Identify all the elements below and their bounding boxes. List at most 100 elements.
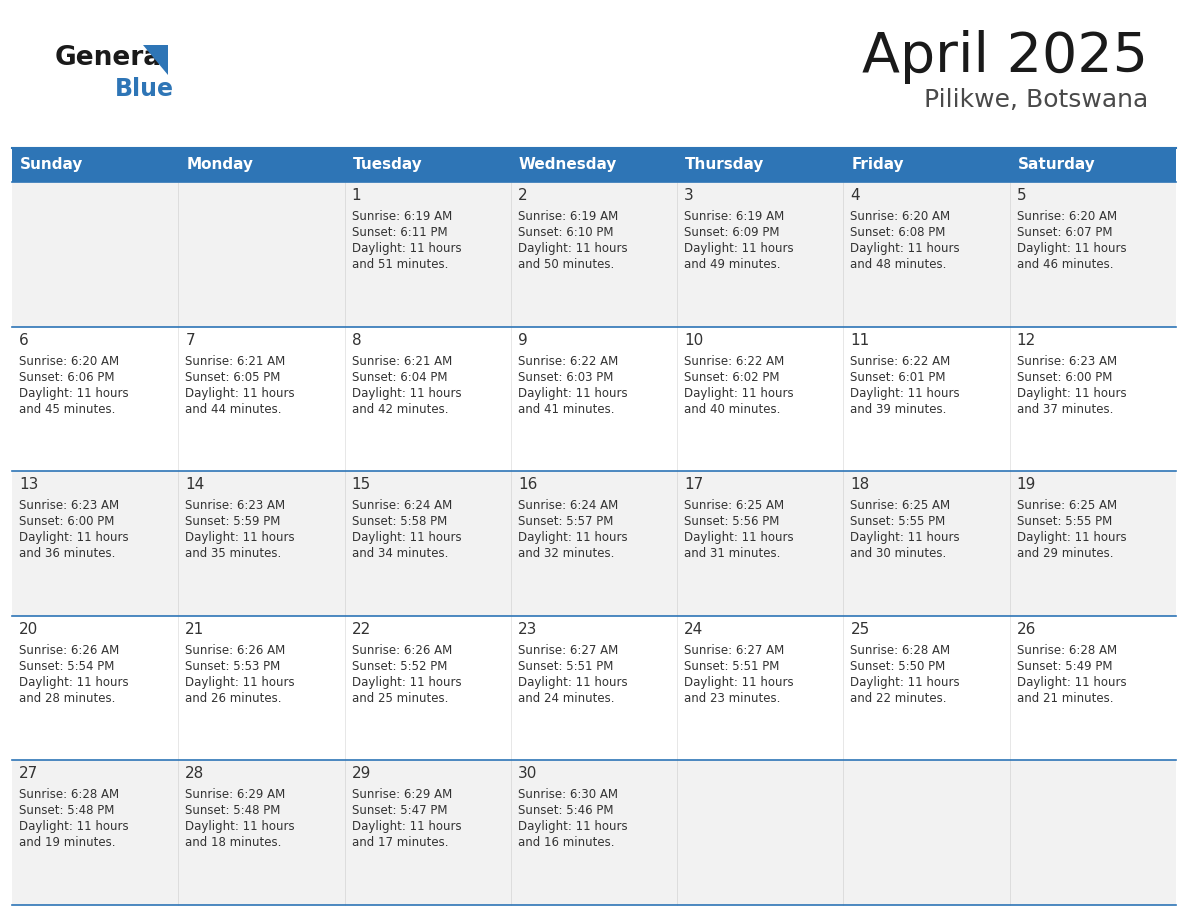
Text: 17: 17	[684, 477, 703, 492]
Text: and 22 minutes.: and 22 minutes.	[851, 692, 947, 705]
Text: 19: 19	[1017, 477, 1036, 492]
Text: Daylight: 11 hours: Daylight: 11 hours	[352, 532, 461, 544]
Text: and 24 minutes.: and 24 minutes.	[518, 692, 614, 705]
Text: 5: 5	[1017, 188, 1026, 203]
Text: Daylight: 11 hours: Daylight: 11 hours	[851, 532, 960, 544]
Text: and 50 minutes.: and 50 minutes.	[518, 258, 614, 271]
Text: and 18 minutes.: and 18 minutes.	[185, 836, 282, 849]
Text: Daylight: 11 hours: Daylight: 11 hours	[1017, 676, 1126, 688]
Text: 23: 23	[518, 621, 537, 637]
Text: Sunset: 5:47 PM: Sunset: 5:47 PM	[352, 804, 447, 817]
Text: Sunrise: 6:27 AM: Sunrise: 6:27 AM	[684, 644, 784, 656]
Bar	[12, 148, 1176, 182]
Text: Daylight: 11 hours: Daylight: 11 hours	[518, 821, 627, 834]
Text: and 45 minutes.: and 45 minutes.	[19, 403, 115, 416]
Text: and 36 minutes.: and 36 minutes.	[19, 547, 115, 560]
Text: Daylight: 11 hours: Daylight: 11 hours	[352, 386, 461, 399]
Text: Sunset: 5:52 PM: Sunset: 5:52 PM	[352, 660, 447, 673]
Text: and 41 minutes.: and 41 minutes.	[518, 403, 614, 416]
Text: and 23 minutes.: and 23 minutes.	[684, 692, 781, 705]
Text: Sunrise: 6:25 AM: Sunrise: 6:25 AM	[1017, 499, 1117, 512]
Text: Sunrise: 6:24 AM: Sunrise: 6:24 AM	[518, 499, 618, 512]
Text: and 51 minutes.: and 51 minutes.	[352, 258, 448, 271]
Text: Sunrise: 6:25 AM: Sunrise: 6:25 AM	[851, 499, 950, 512]
Text: 30: 30	[518, 767, 537, 781]
Text: Sunset: 5:58 PM: Sunset: 5:58 PM	[352, 515, 447, 528]
Text: Sunset: 5:59 PM: Sunset: 5:59 PM	[185, 515, 280, 528]
Text: Sunrise: 6:26 AM: Sunrise: 6:26 AM	[352, 644, 451, 656]
Text: April 2025: April 2025	[862, 30, 1148, 84]
Text: Daylight: 11 hours: Daylight: 11 hours	[684, 242, 794, 255]
Text: Daylight: 11 hours: Daylight: 11 hours	[1017, 532, 1126, 544]
Text: and 26 minutes.: and 26 minutes.	[185, 692, 282, 705]
Text: Sunset: 6:08 PM: Sunset: 6:08 PM	[851, 226, 946, 239]
Text: and 31 minutes.: and 31 minutes.	[684, 547, 781, 560]
Text: Daylight: 11 hours: Daylight: 11 hours	[851, 676, 960, 688]
Text: 26: 26	[1017, 621, 1036, 637]
Text: Sunrise: 6:19 AM: Sunrise: 6:19 AM	[518, 210, 618, 223]
Text: and 35 minutes.: and 35 minutes.	[185, 547, 282, 560]
Text: 24: 24	[684, 621, 703, 637]
Text: Sunrise: 6:21 AM: Sunrise: 6:21 AM	[352, 354, 451, 367]
Text: 9: 9	[518, 332, 527, 348]
Text: and 21 minutes.: and 21 minutes.	[1017, 692, 1113, 705]
Text: Sunset: 5:53 PM: Sunset: 5:53 PM	[185, 660, 280, 673]
Text: Sunrise: 6:22 AM: Sunrise: 6:22 AM	[851, 354, 950, 367]
Bar	[12, 616, 1176, 760]
Text: and 42 minutes.: and 42 minutes.	[352, 403, 448, 416]
Text: Daylight: 11 hours: Daylight: 11 hours	[185, 386, 295, 399]
Text: and 32 minutes.: and 32 minutes.	[518, 547, 614, 560]
Text: Blue: Blue	[115, 77, 173, 101]
Text: Sunset: 5:55 PM: Sunset: 5:55 PM	[1017, 515, 1112, 528]
Text: Daylight: 11 hours: Daylight: 11 hours	[352, 821, 461, 834]
Text: 2: 2	[518, 188, 527, 203]
Text: Friday: Friday	[852, 158, 904, 173]
Text: Daylight: 11 hours: Daylight: 11 hours	[19, 532, 128, 544]
Text: 15: 15	[352, 477, 371, 492]
Text: 3: 3	[684, 188, 694, 203]
Text: Sunrise: 6:26 AM: Sunrise: 6:26 AM	[185, 644, 285, 656]
Text: 12: 12	[1017, 332, 1036, 348]
Text: Sunrise: 6:25 AM: Sunrise: 6:25 AM	[684, 499, 784, 512]
Bar	[12, 182, 1176, 327]
Text: Monday: Monday	[187, 158, 253, 173]
Text: Sunrise: 6:27 AM: Sunrise: 6:27 AM	[518, 644, 618, 656]
Text: Sunset: 6:10 PM: Sunset: 6:10 PM	[518, 226, 613, 239]
Text: Sunset: 5:54 PM: Sunset: 5:54 PM	[19, 660, 114, 673]
Text: 18: 18	[851, 477, 870, 492]
Text: 29: 29	[352, 767, 371, 781]
Text: Sunrise: 6:20 AM: Sunrise: 6:20 AM	[851, 210, 950, 223]
Text: Saturday: Saturday	[1018, 158, 1095, 173]
Text: 4: 4	[851, 188, 860, 203]
Text: Sunrise: 6:20 AM: Sunrise: 6:20 AM	[19, 354, 119, 367]
Text: Sunrise: 6:29 AM: Sunrise: 6:29 AM	[185, 789, 285, 801]
Text: Sunrise: 6:23 AM: Sunrise: 6:23 AM	[1017, 354, 1117, 367]
Text: 7: 7	[185, 332, 195, 348]
Text: Sunset: 5:57 PM: Sunset: 5:57 PM	[518, 515, 613, 528]
Text: 22: 22	[352, 621, 371, 637]
Text: Sunset: 6:11 PM: Sunset: 6:11 PM	[352, 226, 447, 239]
Text: Daylight: 11 hours: Daylight: 11 hours	[518, 532, 627, 544]
Text: and 39 minutes.: and 39 minutes.	[851, 403, 947, 416]
Text: Daylight: 11 hours: Daylight: 11 hours	[851, 386, 960, 399]
Text: 14: 14	[185, 477, 204, 492]
Text: and 46 minutes.: and 46 minutes.	[1017, 258, 1113, 271]
Text: 8: 8	[352, 332, 361, 348]
Text: and 28 minutes.: and 28 minutes.	[19, 692, 115, 705]
Text: and 44 minutes.: and 44 minutes.	[185, 403, 282, 416]
Text: Daylight: 11 hours: Daylight: 11 hours	[1017, 242, 1126, 255]
Text: 13: 13	[19, 477, 38, 492]
Text: 27: 27	[19, 767, 38, 781]
Text: 21: 21	[185, 621, 204, 637]
Text: Sunset: 6:03 PM: Sunset: 6:03 PM	[518, 371, 613, 384]
Text: 25: 25	[851, 621, 870, 637]
Text: Daylight: 11 hours: Daylight: 11 hours	[19, 676, 128, 688]
Text: 20: 20	[19, 621, 38, 637]
Text: Sunset: 5:50 PM: Sunset: 5:50 PM	[851, 660, 946, 673]
Polygon shape	[143, 45, 168, 75]
Text: Sunset: 5:51 PM: Sunset: 5:51 PM	[518, 660, 613, 673]
Text: Sunrise: 6:26 AM: Sunrise: 6:26 AM	[19, 644, 119, 656]
Text: and 34 minutes.: and 34 minutes.	[352, 547, 448, 560]
Text: Sunset: 5:55 PM: Sunset: 5:55 PM	[851, 515, 946, 528]
Text: Daylight: 11 hours: Daylight: 11 hours	[684, 676, 794, 688]
